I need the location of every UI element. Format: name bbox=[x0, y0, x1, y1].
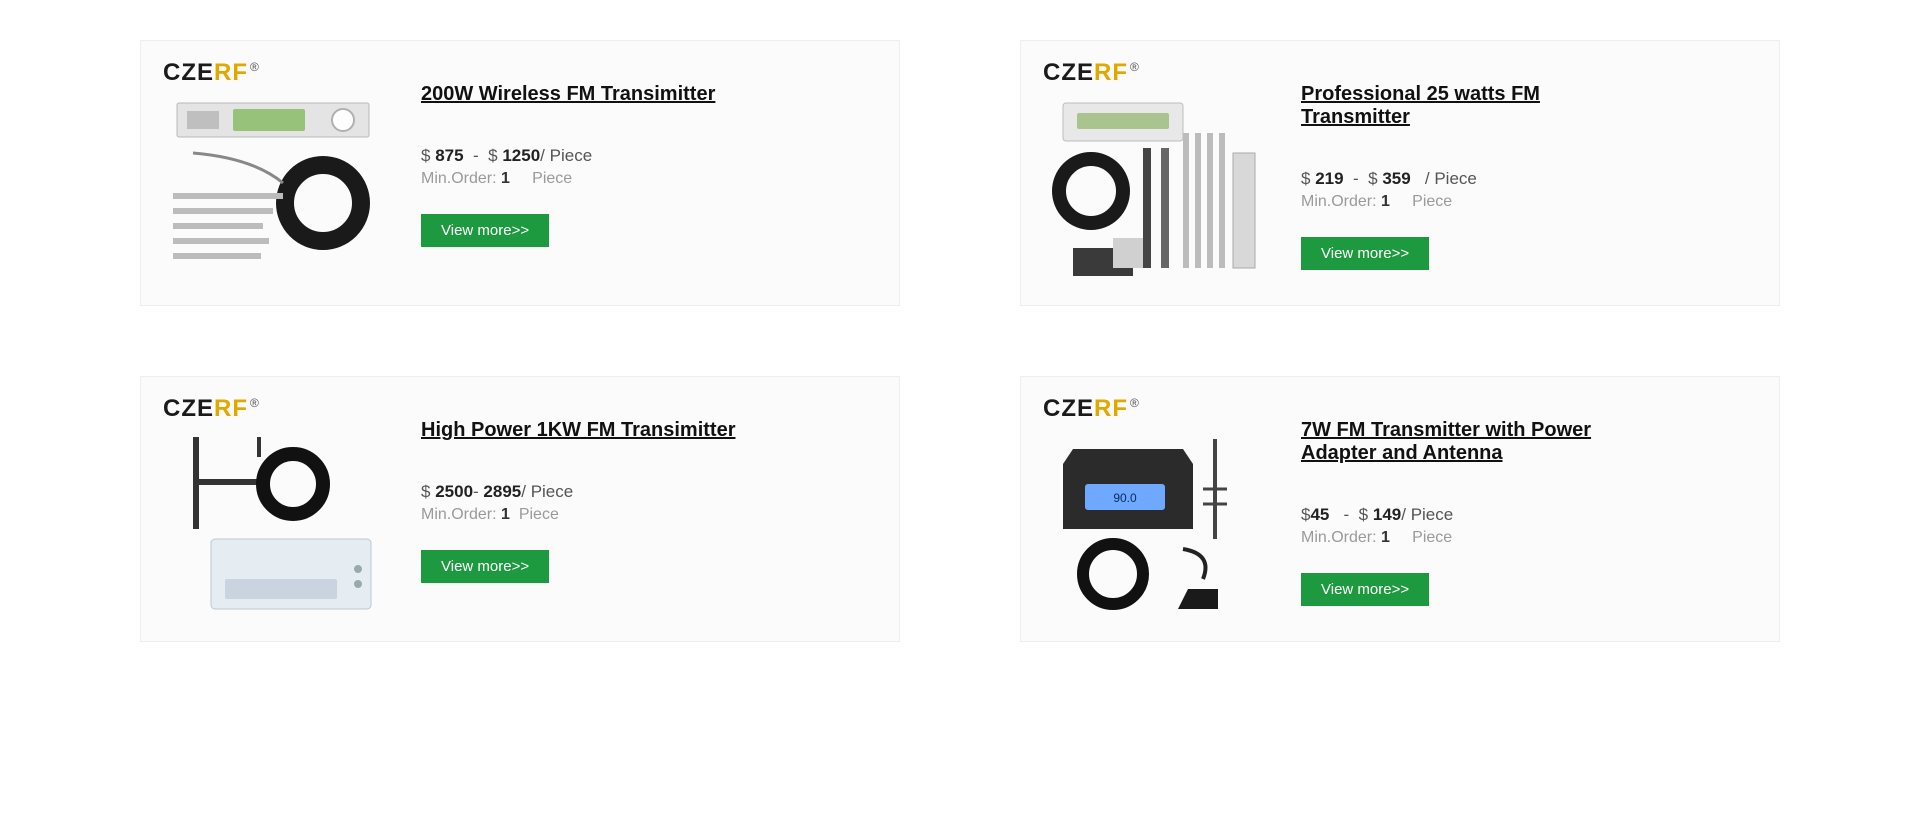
price-unit: / Piece bbox=[521, 482, 573, 501]
brand-prefix: CZE bbox=[163, 59, 214, 86]
price-high: 149 bbox=[1373, 505, 1401, 524]
min-unit: Piece bbox=[519, 506, 559, 523]
price-unit: / Piece bbox=[1401, 505, 1453, 524]
brand-suffix: RF bbox=[1094, 59, 1128, 86]
card-left: CZERF® 90.0 bbox=[1043, 395, 1283, 619]
product-title[interactable]: High Power 1KW FM Transimitter bbox=[421, 419, 761, 442]
min-label: Min.Order: bbox=[421, 506, 497, 523]
product-card: CZERF® 90.0 7W FM Transmitter with Power… bbox=[1020, 376, 1780, 642]
price-unit: / Piece bbox=[540, 146, 592, 165]
currency: $ bbox=[488, 146, 497, 165]
product-card: CZERF® Profes bbox=[1020, 40, 1780, 306]
min-order-line: Min.Order: 1 Piece bbox=[421, 506, 877, 524]
product-image bbox=[163, 429, 383, 619]
price-line: $ 219 - $ 359 / Piece bbox=[1301, 169, 1757, 189]
min-order-line: Min.Order: 1 Piece bbox=[421, 170, 877, 188]
brand-reg: ® bbox=[250, 60, 260, 74]
card-right: High Power 1KW FM Transimitter $ 2500- 2… bbox=[403, 395, 877, 619]
currency: $ bbox=[1301, 169, 1310, 188]
product-image bbox=[163, 93, 383, 283]
min-unit: Piece bbox=[1412, 193, 1452, 210]
product-title[interactable]: 200W Wireless FM Transimitter bbox=[421, 83, 761, 106]
brand-suffix: RF bbox=[1094, 395, 1128, 422]
min-unit: Piece bbox=[1412, 529, 1452, 546]
brand-prefix: CZE bbox=[1043, 59, 1094, 86]
view-more-button[interactable]: View more>> bbox=[1301, 573, 1429, 606]
view-more-button[interactable]: View more>> bbox=[1301, 237, 1429, 270]
brand-prefix: CZE bbox=[163, 395, 214, 422]
min-qty: 1 bbox=[501, 170, 510, 187]
currency: $ bbox=[1368, 169, 1377, 188]
brand-reg: ® bbox=[1130, 396, 1140, 410]
price-high: 2895 bbox=[483, 482, 521, 501]
brand-logo: CZERF® bbox=[1043, 395, 1283, 423]
price-low: 219 bbox=[1315, 169, 1343, 188]
price-line: $45 - $ 149/ Piece bbox=[1301, 505, 1757, 525]
min-qty: 1 bbox=[501, 506, 510, 523]
product-card: CZERF® 200W Wireless FM bbox=[140, 40, 900, 306]
price-low: 2500 bbox=[435, 482, 473, 501]
card-right: 7W FM Transmitter with Power Adapter and… bbox=[1283, 395, 1757, 619]
card-left: CZERF® bbox=[1043, 59, 1283, 283]
card-left: CZERF® bbox=[163, 395, 403, 619]
card-left: CZERF® bbox=[163, 59, 403, 283]
product-card: CZERF® High Power 1KW FM Transimitter $ bbox=[140, 376, 900, 642]
price-line: $ 2500- 2895/ Piece bbox=[421, 482, 877, 502]
product-image: 90.0 bbox=[1043, 429, 1263, 619]
brand-logo: CZERF® bbox=[163, 395, 403, 423]
min-label: Min.Order: bbox=[1301, 193, 1377, 210]
view-more-button[interactable]: View more>> bbox=[421, 214, 549, 247]
price-low: 45 bbox=[1310, 505, 1329, 524]
product-title[interactable]: Professional 25 watts FM Transmitter bbox=[1301, 83, 1641, 129]
brand-reg: ® bbox=[250, 396, 260, 410]
price-line: $ 875 - $ 1250/ Piece bbox=[421, 146, 877, 166]
currency: $ bbox=[421, 482, 430, 501]
brand-reg: ® bbox=[1130, 60, 1140, 74]
brand-logo: CZERF® bbox=[163, 59, 403, 87]
price-high: 1250 bbox=[502, 146, 540, 165]
card-right: 200W Wireless FM Transimitter $ 875 - $ … bbox=[403, 59, 877, 283]
price-high: 359 bbox=[1382, 169, 1410, 188]
min-label: Min.Order: bbox=[1301, 529, 1377, 546]
brand-logo: CZERF® bbox=[1043, 59, 1283, 87]
currency: $ bbox=[421, 146, 430, 165]
currency: $ bbox=[1359, 505, 1368, 524]
view-more-button[interactable]: View more>> bbox=[421, 550, 549, 583]
price-low: 875 bbox=[435, 146, 463, 165]
brand-prefix: CZE bbox=[1043, 395, 1094, 422]
min-label: Min.Order: bbox=[421, 170, 497, 187]
min-unit: Piece bbox=[532, 170, 572, 187]
card-right: Professional 25 watts FM Transmitter $ 2… bbox=[1283, 59, 1757, 283]
svg-text:90.0: 90.0 bbox=[1113, 491, 1137, 505]
brand-suffix: RF bbox=[214, 395, 248, 422]
min-qty: 1 bbox=[1381, 529, 1390, 546]
product-grid: CZERF® 200W Wireless FM bbox=[140, 40, 1780, 642]
min-order-line: Min.Order: 1 Piece bbox=[1301, 529, 1757, 547]
min-order-line: Min.Order: 1 Piece bbox=[1301, 193, 1757, 211]
product-image bbox=[1043, 93, 1263, 283]
price-unit: / Piece bbox=[1425, 169, 1477, 188]
brand-suffix: RF bbox=[214, 59, 248, 86]
product-title[interactable]: 7W FM Transmitter with Power Adapter and… bbox=[1301, 419, 1641, 465]
min-qty: 1 bbox=[1381, 193, 1390, 210]
